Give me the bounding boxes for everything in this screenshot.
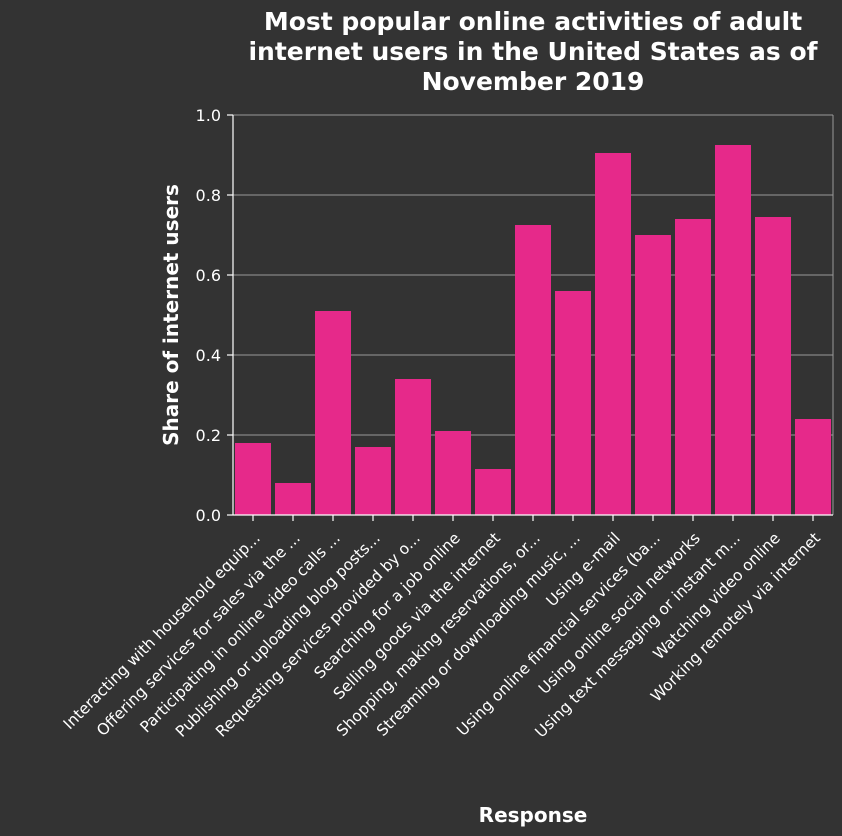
bar-0 bbox=[235, 443, 271, 515]
x-tick-labels: Interacting with household equip...Offer… bbox=[60, 529, 824, 741]
y-tick-label-1: 0.2 bbox=[196, 426, 221, 445]
chart-title-line-1: Most popular online activities of adult bbox=[264, 7, 802, 36]
chart-title: Most popular online activities of adult … bbox=[248, 7, 818, 96]
bar-9 bbox=[595, 153, 631, 515]
bar-2 bbox=[315, 311, 351, 515]
bar-6 bbox=[475, 469, 511, 515]
bar-3 bbox=[355, 447, 391, 515]
x-axis-label: Response bbox=[479, 803, 588, 827]
axes bbox=[227, 114, 833, 521]
bar-13 bbox=[755, 217, 791, 515]
y-tick-label-0: 0.0 bbox=[196, 506, 221, 525]
bar-1 bbox=[275, 483, 311, 515]
chart-title-line-2: internet users in the United States as o… bbox=[248, 37, 818, 66]
y-tick-label-5: 1.0 bbox=[196, 106, 221, 125]
y-tick-label-4: 0.8 bbox=[196, 186, 221, 205]
bar-7 bbox=[515, 225, 551, 515]
bar-12 bbox=[715, 145, 751, 515]
bar-5 bbox=[435, 431, 471, 515]
y-tick-label-2: 0.4 bbox=[196, 346, 221, 365]
bars bbox=[235, 145, 831, 515]
bar-8 bbox=[555, 291, 591, 515]
y-tick-labels: 0.0 0.2 0.4 0.6 0.8 1.0 bbox=[196, 106, 221, 525]
chart-title-line-3: November 2019 bbox=[422, 67, 645, 96]
bar-10 bbox=[635, 235, 671, 515]
bar-14 bbox=[795, 419, 831, 515]
y-tick-label-3: 0.6 bbox=[196, 266, 221, 285]
bar-4 bbox=[395, 379, 431, 515]
y-axis-label: Share of internet users bbox=[159, 184, 183, 446]
bar-11 bbox=[675, 219, 711, 515]
